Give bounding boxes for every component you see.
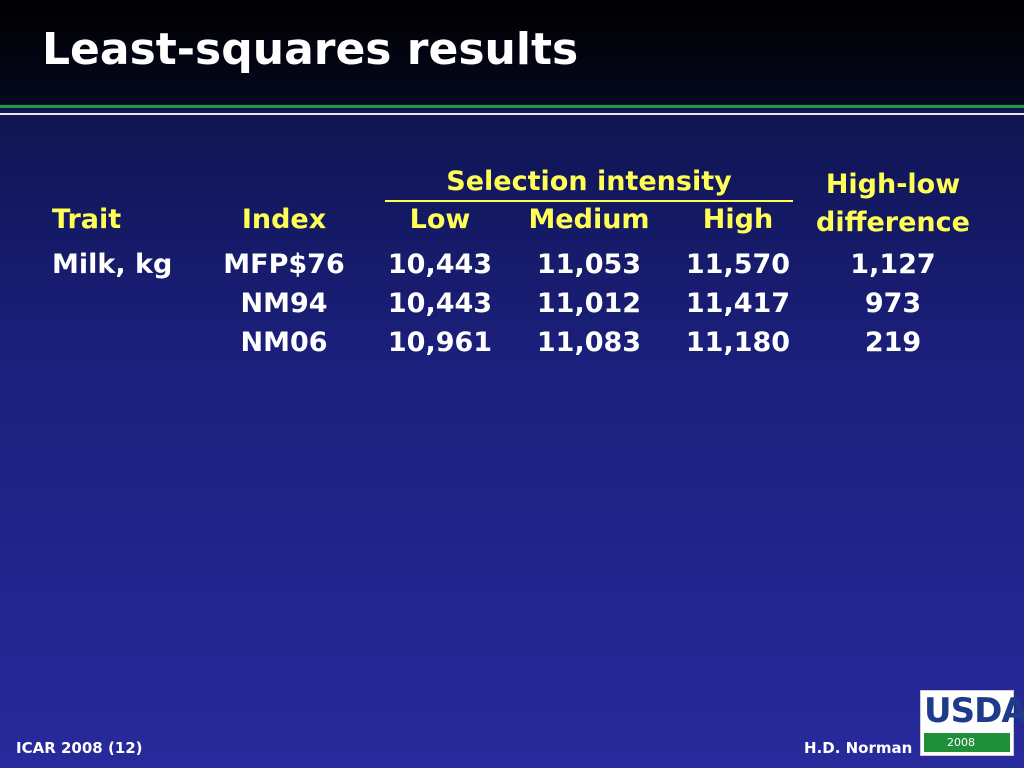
value-cell: 11,083	[536, 327, 642, 358]
logo-text: USDA	[924, 691, 1024, 731]
index-cell: NM06	[240, 327, 328, 358]
column-header: Trait	[52, 204, 122, 235]
value-cell: 11,417	[685, 288, 791, 319]
title-bar	[0, 0, 1024, 104]
value-cell: 10,443	[387, 249, 493, 280]
green-rule	[0, 105, 1024, 108]
logo-year: 2008	[947, 736, 975, 749]
group-underline	[385, 200, 793, 202]
white-rule	[0, 113, 1024, 115]
value-cell: 219	[864, 327, 922, 358]
group-header: Selection intensity	[446, 166, 732, 197]
footer-right: H.D. Norman	[804, 739, 913, 757]
logo: USDA 2008	[920, 690, 1024, 756]
logo-band	[924, 733, 1010, 752]
footer-left: ICAR 2008 (12)	[16, 739, 143, 757]
value-cell: 11,053	[536, 249, 642, 280]
index-cell: NM94	[240, 288, 328, 319]
value-cell: 973	[864, 288, 922, 319]
value-cell: 11,180	[685, 327, 791, 358]
value-cell: 10,961	[387, 327, 493, 358]
column-header: High-low difference	[816, 169, 970, 238]
slide-title: Least-squares results	[42, 24, 579, 75]
column-header: Index	[241, 204, 327, 235]
value-cell: 11,012	[536, 288, 642, 319]
index-cell: MFP$76	[223, 249, 345, 280]
column-header: High	[702, 204, 774, 235]
value-cell: 11,570	[685, 249, 791, 280]
value-cell: 1,127	[850, 249, 936, 280]
column-header: Medium	[528, 204, 650, 235]
trait-label: Milk, kg	[52, 249, 173, 280]
column-header: Low	[409, 204, 471, 235]
value-cell: 10,443	[387, 288, 493, 319]
